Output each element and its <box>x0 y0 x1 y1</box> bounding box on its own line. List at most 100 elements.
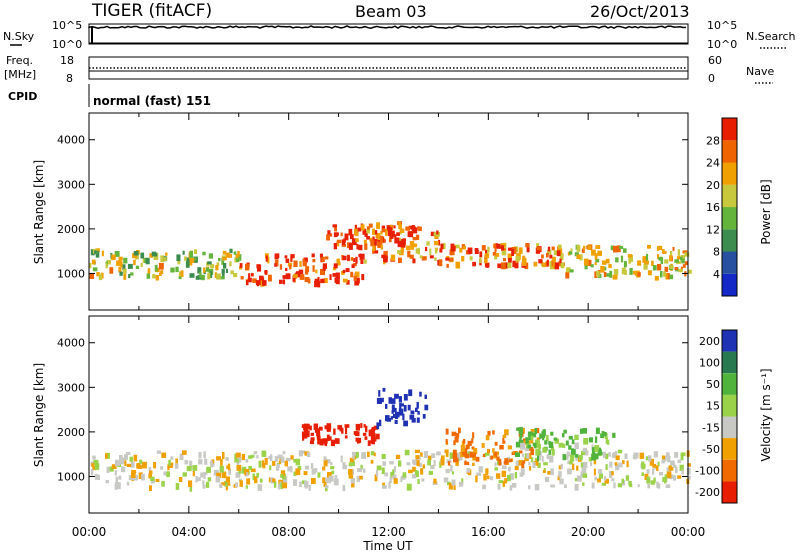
colorbar-tick-label: 4 <box>713 268 720 281</box>
heatmap-cell <box>130 461 135 468</box>
heatmap-cell <box>515 452 520 457</box>
heatmap-cell <box>408 225 413 230</box>
heatmap-cell <box>637 260 642 266</box>
heatmap-cell <box>138 465 142 469</box>
heatmap-cell <box>560 463 563 470</box>
heatmap-cell <box>641 461 645 467</box>
heatmap-cell <box>611 478 615 482</box>
heatmap-cell <box>381 225 386 231</box>
heatmap-cell <box>486 475 490 480</box>
heatmap-cell <box>606 273 611 277</box>
heatmap-cell <box>163 257 167 262</box>
heatmap-cell <box>126 463 132 467</box>
heatmap-cell <box>285 457 291 462</box>
heatmap-cell <box>348 228 353 236</box>
heatmap-cell <box>471 438 474 444</box>
heatmap-cell <box>400 476 403 482</box>
heatmap-cell <box>100 272 104 279</box>
heatmap-cell <box>175 458 178 465</box>
heatmap-cell <box>129 456 133 462</box>
heatmap-cell <box>418 462 422 467</box>
heatmap-cell <box>357 467 362 473</box>
nsearch-tick-top: 10^5 <box>707 19 737 32</box>
colorbar-swatch <box>722 481 737 503</box>
heatmap-cell <box>597 478 601 483</box>
heatmap-cell <box>673 475 677 481</box>
heatmap-cell <box>501 465 507 469</box>
heatmap-cell <box>295 468 301 476</box>
heatmap-cell <box>341 239 345 246</box>
heatmap-cell <box>298 269 304 275</box>
heatmap-cell <box>398 257 402 263</box>
heatmap-cell <box>124 460 127 466</box>
heatmap-cell <box>303 257 308 263</box>
heatmap-cell <box>310 463 314 469</box>
heatmap-cell <box>280 470 286 477</box>
heatmap-cell <box>487 448 490 454</box>
heatmap-cell <box>394 474 397 482</box>
heatmap-cell <box>507 247 513 251</box>
heatmap-cell <box>612 432 616 438</box>
colorbar-tick-label: 8 <box>713 246 720 259</box>
heatmap-cell <box>221 257 225 265</box>
heatmap-cell <box>543 462 548 466</box>
heatmap-cell <box>248 466 253 471</box>
power-heatmap-cells <box>89 221 692 288</box>
heatmap-cell <box>282 473 286 480</box>
heatmap-cell <box>367 440 371 446</box>
heatmap-cell <box>447 461 451 466</box>
heatmap-cell <box>650 480 656 485</box>
heatmap-cell <box>222 257 227 261</box>
heatmap-cell <box>92 455 96 460</box>
heatmap-cell <box>569 269 574 273</box>
heatmap-cell <box>239 263 243 268</box>
heatmap-cell <box>131 471 136 478</box>
heatmap-cell <box>537 462 541 468</box>
heatmap-cell <box>484 253 490 259</box>
heatmap-cell <box>569 251 573 255</box>
heatmap-cell <box>324 425 328 430</box>
colorbar-swatch <box>722 140 737 163</box>
heatmap-cell <box>409 254 414 259</box>
heatmap-cell <box>282 476 288 483</box>
colorbar-swatch <box>722 229 737 252</box>
heatmap-cell <box>192 471 195 477</box>
heatmap-cell <box>323 459 328 467</box>
heatmap-cell <box>519 432 523 439</box>
heatmap-cell <box>502 438 505 444</box>
heatmap-cell <box>566 451 570 457</box>
heatmap-cell <box>352 454 355 460</box>
heatmap-cell <box>483 453 487 457</box>
heatmap-cell <box>282 451 286 455</box>
heatmap-cell <box>424 394 427 399</box>
heatmap-cell <box>361 452 366 459</box>
heatmap-cell <box>562 454 567 461</box>
heatmap-cell <box>552 256 556 262</box>
heatmap-cell <box>153 462 157 469</box>
heatmap-cell <box>412 243 418 248</box>
heatmap-cell <box>398 224 402 230</box>
heatmap-cell <box>597 451 603 456</box>
heatmap-cell <box>438 259 443 267</box>
heatmap-cell <box>511 483 517 488</box>
heatmap-cell <box>674 267 679 271</box>
heatmap-cell <box>290 254 295 259</box>
heatmap-cell <box>436 230 439 235</box>
heatmap-cell <box>534 484 540 491</box>
heatmap-cell <box>552 262 557 269</box>
heatmap-cell <box>482 453 485 458</box>
heatmap-cell <box>433 460 436 467</box>
heatmap-cell <box>511 451 515 456</box>
heatmap-cell <box>409 241 415 246</box>
heatmap-cell <box>657 483 661 489</box>
colorbar-swatch <box>722 273 737 297</box>
heatmap-cell <box>485 249 488 254</box>
heatmap-cell <box>213 469 219 476</box>
heatmap-cell <box>389 476 392 483</box>
heatmap-cell <box>674 452 679 458</box>
heatmap-cell <box>366 228 370 234</box>
freq-tick-bottom: 8 <box>66 72 73 85</box>
heatmap-cell <box>600 265 605 273</box>
heatmap-cell <box>299 481 302 487</box>
heatmap-cell <box>226 465 229 469</box>
